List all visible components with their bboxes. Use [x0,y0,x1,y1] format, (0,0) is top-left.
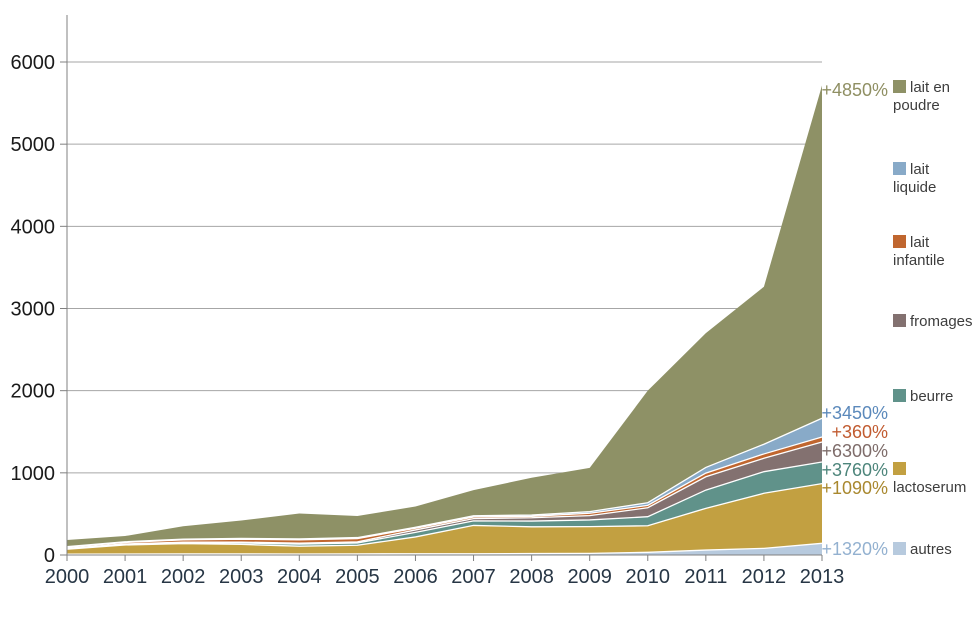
separator-beurre [66,461,823,550]
y-tick-label: 3000 [11,299,56,321]
x-axis-label-2005: 2005 [335,566,380,588]
area-lait-en-poudre [67,85,822,547]
y-tick-label: 2000 [11,381,56,403]
x-axis-label-2008: 2008 [509,566,554,588]
x-axis-label-2013: 2013 [800,566,845,588]
separator-lait-infantile [66,436,823,548]
x-axis-label-2009: 2009 [567,566,612,588]
separator-lactoserum [66,482,823,550]
x-axis-label-2003: 2003 [219,566,264,588]
x-axis-label-2011: 2011 [684,566,727,588]
x-axis-label-2000: 2000 [45,566,90,588]
x-axis-label-2004: 2004 [277,566,322,588]
separator-lait-liquide [66,417,823,548]
x-axis-label-2002: 2002 [161,566,206,588]
x-axis-label-2010: 2010 [626,566,671,588]
y-tick-label: 5000 [11,134,56,156]
y-tick-label: 0 [44,545,55,567]
separator-fromages [66,441,823,549]
separator-autres [66,542,823,555]
x-axis-label-2006: 2006 [393,566,438,588]
y-tick-label: 1000 [11,463,56,485]
y-tick-label: 6000 [11,52,56,74]
area-autres [67,543,822,555]
y-tick-label: 4000 [11,216,56,238]
area-lactoserum [67,483,822,555]
x-axis-label-2012: 2012 [742,566,787,588]
x-axis-label-2007: 2007 [451,566,496,588]
x-axis-label-2001: 2001 [103,566,148,588]
